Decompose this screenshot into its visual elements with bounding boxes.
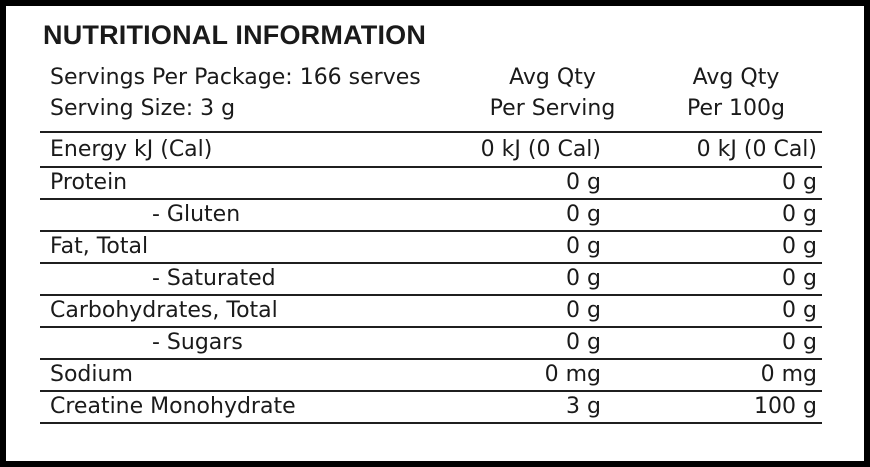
row-label: Fat, Total xyxy=(50,234,149,259)
row-value-per-100g: 0 g xyxy=(782,234,817,259)
row-value-per-100g: 0 g xyxy=(782,266,817,291)
row-label: - Gluten xyxy=(152,202,241,227)
table-row: Energy kJ (Cal) 0 kJ (0 Cal) 0 kJ (0 Cal) xyxy=(40,133,822,168)
row-value-per-serving: 0 g xyxy=(566,266,601,291)
page-title: NUTRITIONAL INFORMATION xyxy=(43,20,427,50)
row-label: Protein xyxy=(50,170,128,195)
row-value-per-100g: 0 kJ (0 Cal) xyxy=(696,137,817,162)
column-header-line: Avg Qty xyxy=(692,65,780,90)
label-content: NUTRITIONAL INFORMATION Servings Per Pac… xyxy=(6,20,864,424)
table-row: Protein 0 g 0 g xyxy=(40,168,822,200)
row-value-per-100g: 0 g xyxy=(782,202,817,227)
label-header: Servings Per Package: 166 serves Serving… xyxy=(40,62,822,133)
table-row: - Gluten 0 g 0 g xyxy=(40,200,822,232)
row-value-per-100g: 0 mg xyxy=(760,362,817,387)
column-header-line: Per 100g xyxy=(686,96,785,121)
row-value-per-serving: 0 g xyxy=(566,202,601,227)
row-value-per-100g: 0 g xyxy=(782,170,817,195)
serving-size-text: Serving Size: 3 g xyxy=(50,96,236,121)
servings-per-package-text: Servings Per Package: 166 serves xyxy=(50,65,421,90)
row-value-per-serving: 0 mg xyxy=(544,362,601,387)
row-label: Carbohydrates, Total xyxy=(50,298,278,323)
row-value-per-serving: 3 g xyxy=(566,394,601,419)
row-value-per-serving: 0 kJ (0 Cal) xyxy=(480,137,601,162)
row-value-per-serving: 0 g xyxy=(566,234,601,259)
table-row: - Sugars 0 g 0 g xyxy=(40,328,822,360)
row-value-per-serving: 0 g xyxy=(566,298,601,323)
column-header-per-serving: Avg Qty Per Serving xyxy=(455,62,650,124)
row-label: - Saturated xyxy=(152,266,276,291)
column-header-line: Per Serving xyxy=(489,96,616,121)
row-label: Sodium xyxy=(50,362,133,387)
table-row: Fat, Total 0 g 0 g xyxy=(40,232,822,264)
row-value-per-100g: 0 g xyxy=(782,330,817,355)
row-label: - Sugars xyxy=(152,330,243,355)
row-label: Creatine Monohydrate xyxy=(50,394,296,419)
row-value-per-serving: 0 g xyxy=(566,330,601,355)
column-header-per-100g: Avg Qty Per 100g xyxy=(650,62,822,124)
table-row: Creatine Monohydrate 3 g 100 g xyxy=(40,392,822,424)
column-header-line: Avg Qty xyxy=(509,65,596,90)
nutrition-rows: Energy kJ (Cal) 0 kJ (0 Cal) 0 kJ (0 Cal) P… xyxy=(40,133,822,424)
package-info: Servings Per Package: 166 serves Serving… xyxy=(40,62,455,124)
row-value-per-100g: 0 g xyxy=(782,298,817,323)
table-row: - Saturated 0 g 0 g xyxy=(40,264,822,296)
row-value-per-serving: 0 g xyxy=(566,170,601,195)
row-value-per-100g: 100 g xyxy=(754,394,817,419)
table-row: Carbohydrates, Total 0 g 0 g xyxy=(40,296,822,328)
row-label: Energy kJ (Cal) xyxy=(50,137,213,162)
table-row: Sodium 0 mg 0 mg xyxy=(40,360,822,392)
